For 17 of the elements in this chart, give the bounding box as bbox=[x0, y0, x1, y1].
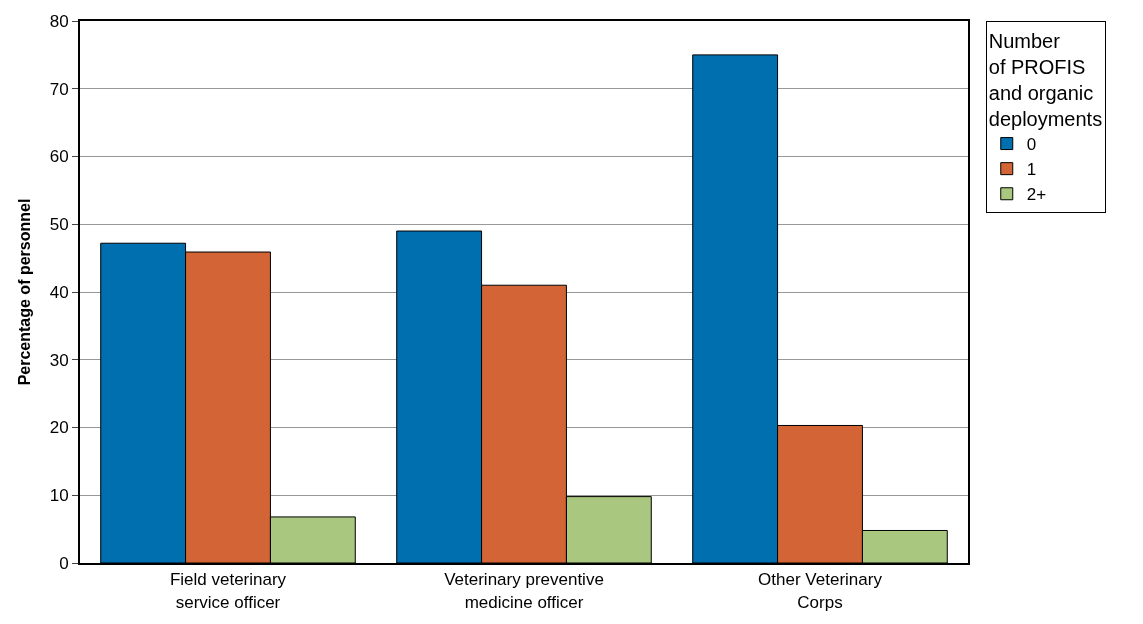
legend-label: 1 bbox=[1026, 160, 1037, 180]
y-tick-label: 70 bbox=[49, 79, 69, 99]
y-tick-label: 0 bbox=[59, 553, 69, 573]
x-tick-label: Field veterinary service officer bbox=[169, 570, 287, 612]
y-axis-title: Percentage of personnel bbox=[16, 198, 34, 386]
y-tick-label: 50 bbox=[49, 215, 69, 235]
legend-label: 0 bbox=[1026, 135, 1037, 155]
x-tick-label: Veterinary preventive medicine officer bbox=[444, 570, 604, 612]
y-tick-label: 60 bbox=[49, 147, 69, 167]
legend-label: 2+ bbox=[1026, 185, 1047, 205]
y-tick-label: 30 bbox=[49, 350, 69, 370]
y-tick-label: 20 bbox=[49, 418, 69, 438]
y-tick-label: 10 bbox=[49, 486, 69, 506]
y-tick-label: 80 bbox=[49, 11, 69, 31]
legend-title: Number of PROFIS and organic deployments bbox=[988, 30, 1103, 130]
y-tick-label: 40 bbox=[49, 282, 69, 302]
x-tick-label: Other Veterinary Corps bbox=[758, 570, 883, 612]
